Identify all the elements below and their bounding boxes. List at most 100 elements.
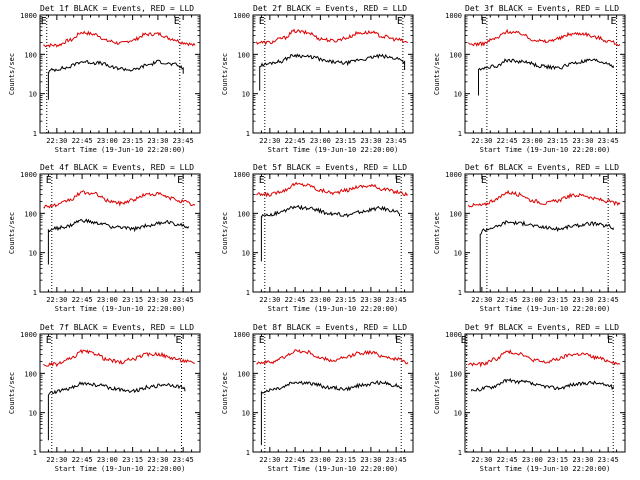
y-tick-label: 100 (237, 210, 250, 218)
event-marker-label: E (46, 175, 52, 186)
y-tick-label: 1000 (20, 171, 37, 179)
plot-frame (252, 333, 414, 453)
x-tick-label: 23:45 (386, 137, 407, 145)
event-marker-label: E (395, 335, 401, 346)
event-marker-label: E (481, 16, 487, 27)
y-tick-label: 10 (29, 91, 37, 99)
plot-frame (464, 14, 626, 134)
x-tick-label: 23:45 (386, 456, 407, 464)
series-line-lld (43, 30, 196, 48)
event-marker-label: E (175, 335, 181, 346)
x-axis-label: Start Time (19-Jun-10 22:20:00) (268, 465, 399, 473)
series-line-lld (468, 28, 621, 47)
event-marker-label: E (259, 335, 265, 346)
plot-frame (252, 173, 414, 293)
chart-panel-1: Det 1f BLACK = Events, RED = LLD 1 10 100 10… (8, 4, 201, 154)
plot-frame (252, 14, 414, 134)
y-tick-label: 10 (242, 410, 250, 418)
x-tick-label: 23:15 (547, 456, 568, 464)
event-marker-label: E (46, 335, 52, 346)
series-line-lld (43, 190, 196, 209)
series-line-lld (256, 349, 409, 365)
chart-panel-7: Det 7f BLACK = Events, RED = LLD 1 10 100 10… (8, 323, 201, 473)
event-marker-label: E (602, 175, 608, 186)
y-tick-label: 1 (246, 130, 250, 138)
x-tick-label: 23:45 (173, 296, 194, 304)
x-tick-label: 22:30 (46, 456, 67, 464)
x-tick-label: 22:30 (259, 296, 280, 304)
x-tick-label: 22:30 (46, 296, 67, 304)
x-tick-label: 23:00 (310, 456, 331, 464)
x-tick-label: 23:00 (310, 137, 331, 145)
panel-title: Det 9f BLACK = Events, RED = LLD (465, 323, 619, 332)
y-tick-label: 10 (29, 410, 37, 418)
y-tick-label: 100 (449, 210, 462, 218)
x-tick-label: 23:30 (147, 456, 168, 464)
x-tick-label: 23:00 (522, 137, 543, 145)
y-tick-label: 1 (458, 130, 462, 138)
y-tick-label: 100 (237, 51, 250, 59)
x-tick-label: 22:45 (497, 296, 518, 304)
y-tick-label: 100 (449, 370, 462, 378)
x-tick-label: 23:15 (547, 137, 568, 145)
x-axis-label: Start Time (19-Jun-10 22:20:00) (480, 146, 611, 154)
x-tick-label: 23:00 (522, 456, 543, 464)
x-axis-label: Start Time (19-Jun-10 22:20:00) (55, 146, 186, 154)
x-tick-label: 23:15 (547, 296, 568, 304)
y-tick-label: 1000 (445, 171, 462, 179)
chart-panel-6: Det 6f BLACK = Events, RED = LLD 1 10 100 10… (433, 163, 626, 313)
y-tick-label: 10 (29, 250, 37, 258)
x-tick-label: 23:15 (122, 137, 143, 145)
event-marker-label: E (481, 175, 487, 186)
series-line-events (260, 204, 400, 262)
y-tick-label: 100 (449, 51, 462, 59)
event-marker-label: E (259, 175, 265, 186)
series-line-events (260, 379, 402, 446)
series-line-events (47, 218, 189, 265)
x-tick-label: 22:45 (497, 456, 518, 464)
chart-panel-3: Det 3f BLACK = Events, RED = LLD 1 10 100 10… (433, 4, 626, 154)
y-tick-label: 1000 (20, 331, 37, 339)
x-tick-label: 23:30 (360, 296, 381, 304)
panel-title: Det 5f BLACK = Events, RED = LLD (253, 163, 407, 172)
series-line-events (259, 53, 406, 91)
x-tick-label: 22:45 (285, 137, 306, 145)
y-tick-label: 10 (454, 410, 462, 418)
y-axis-label: Counts/sec (221, 53, 229, 95)
x-tick-label: 22:30 (471, 296, 492, 304)
event-marker-label: E (174, 16, 180, 27)
y-tick-label: 100 (237, 370, 250, 378)
x-axis-label: Start Time (19-Jun-10 22:20:00) (268, 305, 399, 313)
chart-panel-9: Det 9f BLACK = Events, RED = LLD 1 10 100 10… (433, 323, 626, 473)
y-tick-label: 1 (33, 289, 37, 297)
event-marker-label: E (397, 16, 403, 27)
y-tick-label: 10 (454, 91, 462, 99)
y-tick-label: 10 (242, 250, 250, 258)
x-tick-label: 22:45 (497, 137, 518, 145)
x-tick-label: 23:15 (335, 296, 356, 304)
panel-title: Det 7f BLACK = Events, RED = LLD (40, 323, 194, 332)
y-axis-label: Counts/sec (8, 212, 16, 254)
panel-title: Det 3f BLACK = Events, RED = LLD (465, 4, 619, 13)
x-axis-label: Start Time (19-Jun-10 22:20:00) (268, 146, 399, 154)
y-tick-label: 1 (458, 449, 462, 457)
event-marker-label: E (177, 175, 183, 186)
x-tick-label: 22:45 (285, 296, 306, 304)
event-marker-label: E (611, 16, 617, 27)
y-tick-label: 1000 (233, 331, 250, 339)
x-tick-label: 22:30 (259, 137, 280, 145)
x-tick-label: 22:30 (471, 456, 492, 464)
x-tick-label: 23:30 (360, 456, 381, 464)
x-tick-label: 23:30 (572, 137, 593, 145)
event-marker-label: E (461, 335, 467, 346)
y-axis-label: Counts/sec (433, 53, 441, 95)
panel-title: Det 1f BLACK = Events, RED = LLD (40, 4, 194, 13)
y-tick-label: 1 (33, 449, 37, 457)
y-tick-label: 10 (242, 91, 250, 99)
x-axis-label: Start Time (19-Jun-10 22:20:00) (55, 465, 186, 473)
x-tick-label: 23:30 (572, 296, 593, 304)
y-tick-label: 10 (454, 250, 462, 258)
y-axis-label: Counts/sec (433, 212, 441, 254)
y-axis-label: Counts/sec (221, 212, 229, 254)
series-line-events (478, 58, 614, 96)
